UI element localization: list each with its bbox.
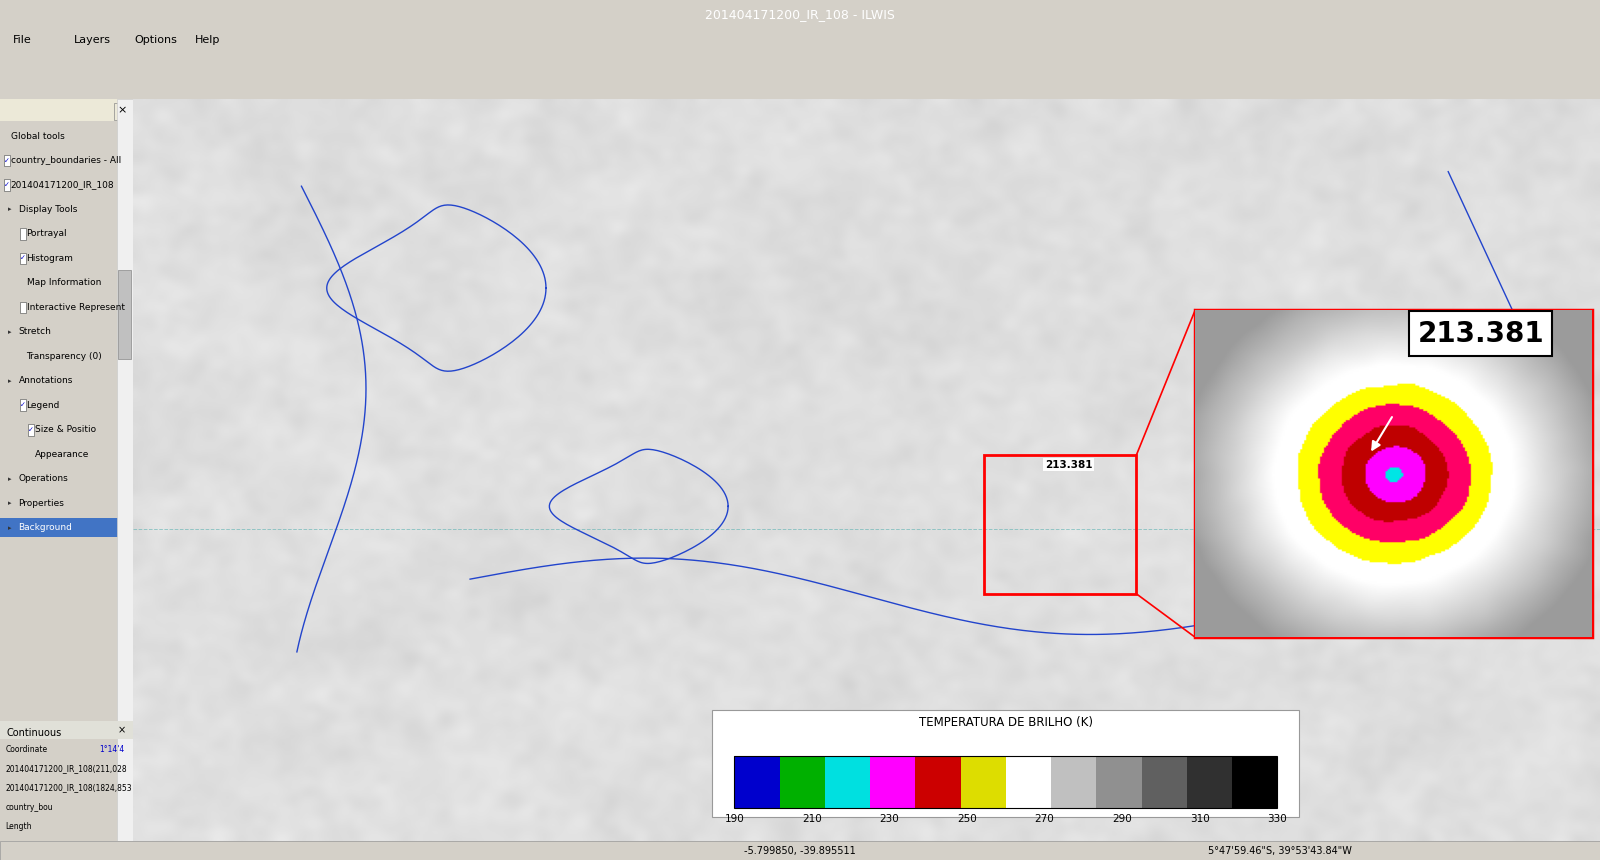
Bar bbox=[712, 710, 1299, 817]
Bar bbox=[19, 302, 26, 313]
Text: Portrayal: Portrayal bbox=[27, 230, 67, 238]
Text: 250: 250 bbox=[957, 814, 978, 824]
Text: 190: 190 bbox=[725, 814, 744, 824]
Bar bbox=[734, 756, 1277, 808]
Text: ✓: ✓ bbox=[5, 157, 10, 163]
Bar bbox=[1006, 756, 1051, 808]
Bar bbox=[0, 519, 133, 537]
Bar bbox=[1232, 756, 1277, 808]
Bar bbox=[3, 155, 10, 167]
Text: ✓: ✓ bbox=[5, 182, 10, 188]
Text: ✓: ✓ bbox=[21, 402, 26, 408]
Text: Annotations: Annotations bbox=[19, 377, 74, 385]
Bar bbox=[27, 424, 34, 436]
Bar bbox=[734, 756, 779, 808]
Text: 270: 270 bbox=[1035, 814, 1054, 824]
Text: Display Tools: Display Tools bbox=[19, 205, 77, 214]
Text: 213.381: 213.381 bbox=[1045, 460, 1093, 470]
Text: ▸: ▸ bbox=[8, 476, 11, 482]
Text: ▸: ▸ bbox=[8, 501, 11, 507]
Text: Properties: Properties bbox=[19, 499, 64, 508]
Bar bbox=[984, 456, 1136, 593]
Bar bbox=[960, 756, 1006, 808]
Text: Interactive Represent: Interactive Represent bbox=[27, 303, 125, 312]
Text: TEMPERATURA DE BRILHO (K): TEMPERATURA DE BRILHO (K) bbox=[918, 716, 1093, 728]
Text: 310: 310 bbox=[1190, 814, 1210, 824]
Text: ✓: ✓ bbox=[21, 255, 26, 261]
Bar bbox=[1096, 756, 1141, 808]
Text: File: File bbox=[13, 34, 32, 45]
Text: Background: Background bbox=[19, 524, 72, 532]
Bar bbox=[779, 756, 826, 808]
Bar bbox=[118, 269, 131, 359]
Text: Map Information: Map Information bbox=[27, 279, 101, 287]
Text: Help: Help bbox=[195, 34, 221, 45]
Text: -5.799850, -39.895511: -5.799850, -39.895511 bbox=[744, 845, 856, 856]
Text: 201404171200_IR_108 - ILWIS: 201404171200_IR_108 - ILWIS bbox=[706, 8, 894, 21]
Text: Length: Length bbox=[5, 822, 32, 831]
Text: 210: 210 bbox=[802, 814, 822, 824]
Text: Transparency (0): Transparency (0) bbox=[27, 352, 102, 361]
Text: ✓: ✓ bbox=[29, 427, 34, 433]
Text: 213.381: 213.381 bbox=[1418, 320, 1544, 347]
Text: 201404171200_IR_108: 201404171200_IR_108 bbox=[11, 181, 114, 189]
Bar bbox=[117, 99, 133, 841]
Bar bbox=[826, 756, 870, 808]
Text: 201404171200_IR_108(1824,853: 201404171200_IR_108(1824,853 bbox=[5, 783, 131, 793]
Text: Histogram: Histogram bbox=[27, 254, 74, 263]
Text: 330: 330 bbox=[1267, 814, 1286, 824]
Text: Options: Options bbox=[134, 34, 178, 45]
Text: ×: × bbox=[117, 105, 126, 115]
Text: 1°14'4: 1°14'4 bbox=[99, 745, 125, 754]
Bar bbox=[870, 756, 915, 808]
Text: ▸: ▸ bbox=[8, 206, 11, 212]
Bar bbox=[1187, 756, 1232, 808]
Text: ×: × bbox=[118, 725, 126, 735]
Text: 290: 290 bbox=[1112, 814, 1131, 824]
Bar bbox=[114, 103, 130, 120]
Text: country_bou: country_bou bbox=[5, 803, 53, 812]
Text: 5°47'59.46"S, 39°53'43.84"W: 5°47'59.46"S, 39°53'43.84"W bbox=[1208, 845, 1352, 856]
Text: ▸: ▸ bbox=[8, 378, 11, 384]
Text: ▸: ▸ bbox=[8, 525, 11, 531]
Bar bbox=[19, 253, 26, 264]
Bar bbox=[0, 99, 133, 121]
Bar bbox=[1195, 310, 1592, 637]
Text: Operations: Operations bbox=[19, 475, 69, 483]
Text: 201404171200_IR_108(211,028: 201404171200_IR_108(211,028 bbox=[5, 765, 126, 773]
Bar bbox=[1141, 756, 1187, 808]
Text: Global tools: Global tools bbox=[11, 132, 64, 140]
Bar bbox=[915, 756, 960, 808]
Text: Size & Positio: Size & Positio bbox=[35, 426, 96, 434]
Text: Layers: Layers bbox=[74, 34, 110, 45]
Text: country_boundaries - All: country_boundaries - All bbox=[11, 156, 122, 165]
Text: Appearance: Appearance bbox=[35, 450, 90, 459]
Text: ▸: ▸ bbox=[8, 329, 11, 335]
Bar bbox=[1051, 756, 1096, 808]
Text: Coordinate: Coordinate bbox=[5, 745, 48, 754]
Bar bbox=[19, 228, 26, 240]
Bar bbox=[0, 721, 133, 739]
Text: Continuous: Continuous bbox=[6, 728, 62, 738]
Bar bbox=[3, 179, 10, 191]
Text: Legend: Legend bbox=[27, 401, 59, 410]
Text: Stretch: Stretch bbox=[19, 328, 51, 336]
Bar bbox=[19, 400, 26, 411]
Text: 230: 230 bbox=[880, 814, 899, 824]
